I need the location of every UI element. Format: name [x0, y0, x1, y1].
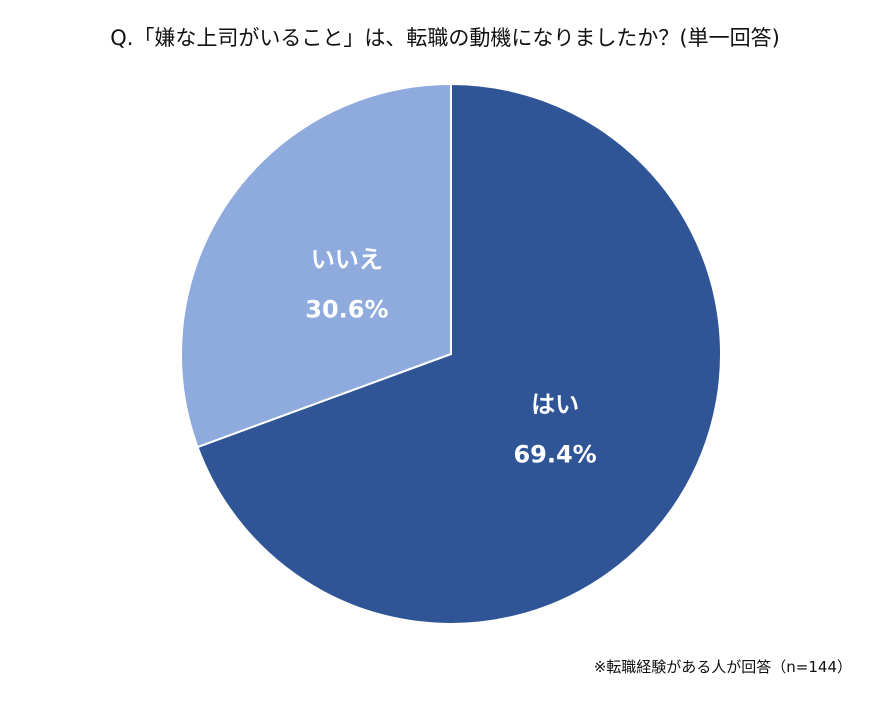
- slice-value-label: 69.4%: [513, 441, 596, 469]
- footnote: ※転職経験がある人が回答（n=144）: [593, 658, 852, 676]
- pie-labels: はい 69.4% いいえ 30.6%: [305, 245, 596, 468]
- slice-value-label: 30.6%: [305, 295, 388, 323]
- slice-category-label: いいえ: [311, 245, 383, 273]
- slice-category-label: はい: [531, 391, 579, 419]
- pie-slice-1: [180, 82, 452, 449]
- pie-slice-0: [196, 82, 722, 625]
- chart-title: Q.「嫌な上司がいること」は、転職の動機になりましたか？(単一回答): [110, 26, 780, 50]
- pie-slices: [180, 82, 722, 625]
